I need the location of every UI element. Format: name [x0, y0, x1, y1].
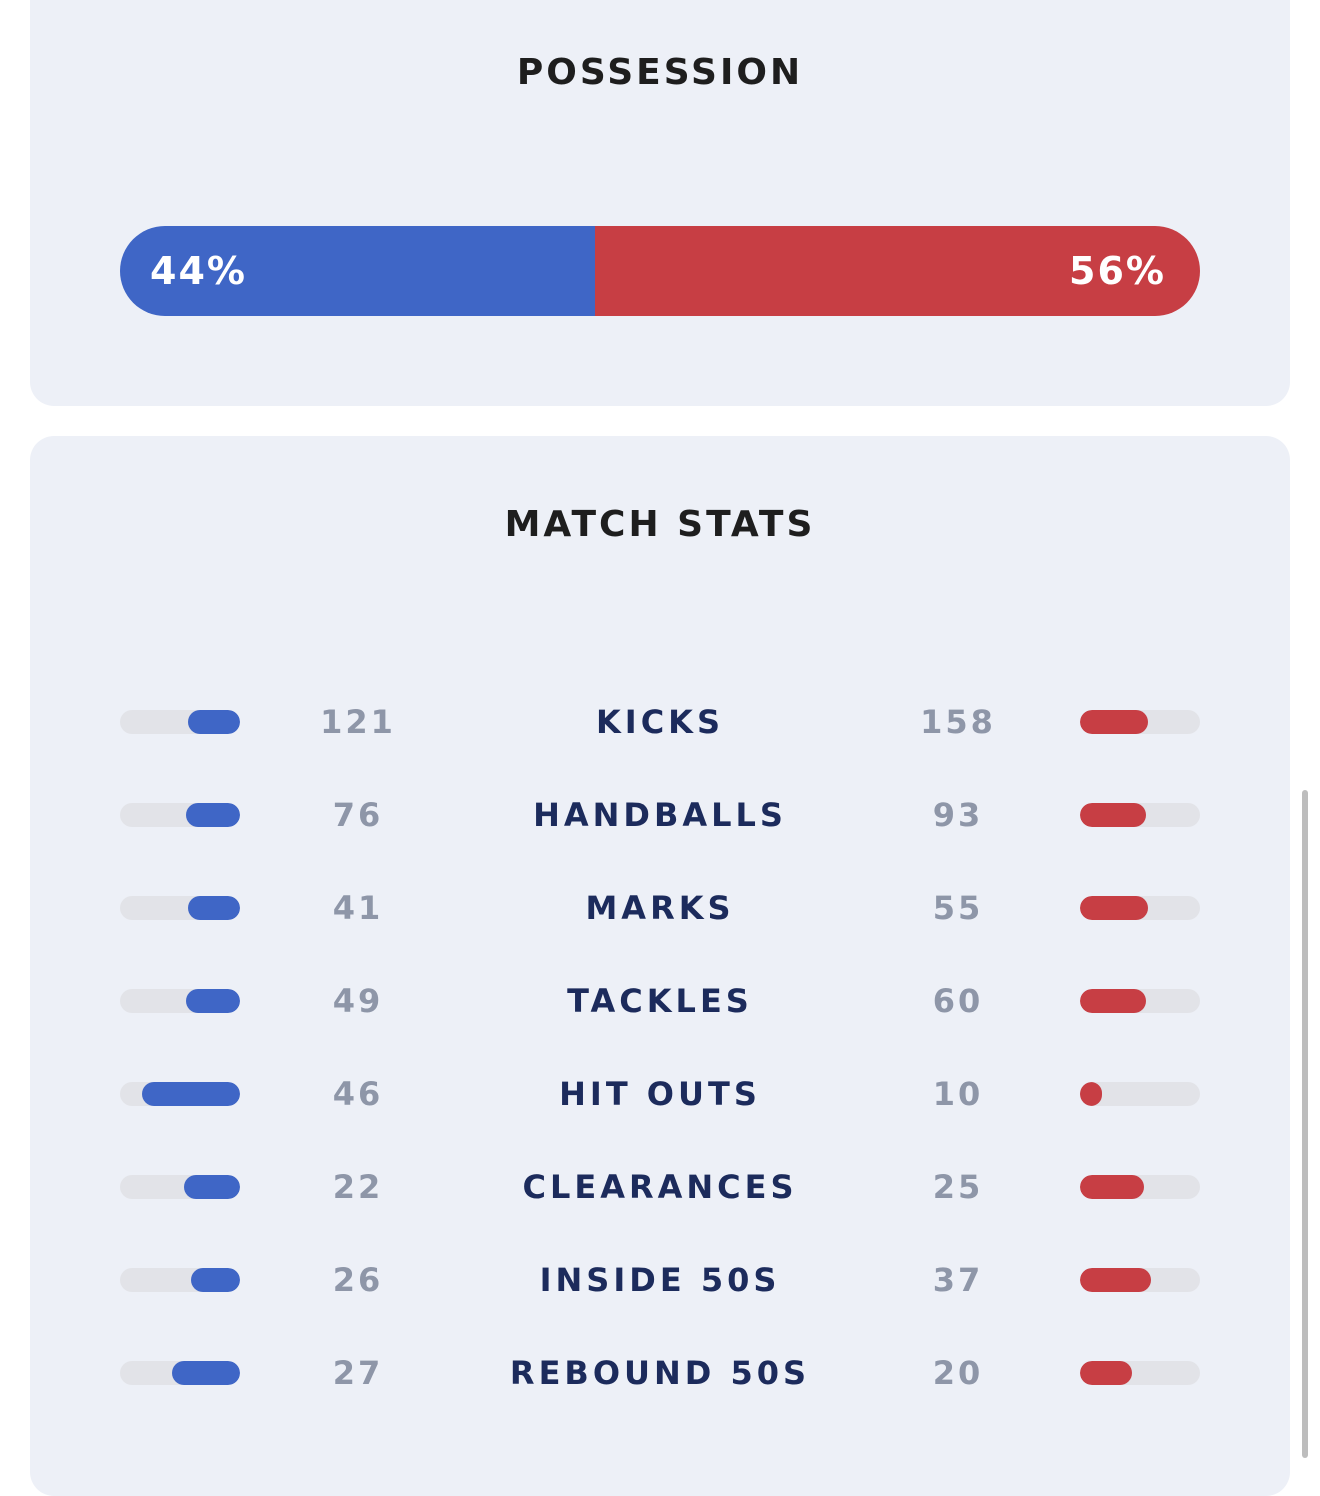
away-stat-bar: [1080, 896, 1200, 920]
home-stat-bar-fill: [190, 1268, 240, 1292]
home-stat-bar-fill: [171, 1361, 240, 1385]
home-stat-value: 22: [332, 1168, 384, 1206]
home-stat-value: 49: [332, 982, 384, 1020]
stat-label: MARKS: [585, 889, 735, 927]
home-stat-value: 26: [332, 1261, 384, 1299]
stat-row: 121 KICKS 158: [30, 692, 1290, 752]
away-stat-bar-fill: [1080, 1175, 1144, 1199]
home-stat-bar: [120, 710, 240, 734]
stat-row: 49 TACKLES 60: [30, 971, 1290, 1031]
stat-label: KICKS: [595, 703, 725, 741]
match-stats-title: MATCH STATS: [504, 504, 816, 545]
home-stat-bar-fill: [188, 710, 240, 734]
home-stat-bar-fill: [186, 803, 240, 827]
home-stat-value: 41: [332, 889, 384, 927]
home-stat-value: 27: [332, 1354, 384, 1392]
stat-label: HIT OUTS: [559, 1075, 761, 1113]
away-stat-value: 10: [932, 1075, 984, 1113]
stat-row: 76 HANDBALLS 93: [30, 785, 1290, 845]
stat-label: INSIDE 50S: [539, 1261, 781, 1299]
away-stat-bar-fill: [1080, 1082, 1102, 1106]
stat-row: 46 HIT OUTS 10: [30, 1064, 1290, 1124]
home-stat-value: 76: [332, 796, 384, 834]
away-stat-bar-fill: [1080, 803, 1146, 827]
stat-label: TACKLES: [567, 982, 753, 1020]
home-stat-value: 121: [320, 703, 396, 741]
away-stat-bar: [1080, 710, 1200, 734]
away-stat-bar-fill: [1080, 1268, 1151, 1292]
home-stat-bar: [120, 1268, 240, 1292]
possession-home-label: 44%: [150, 249, 247, 293]
home-stat-bar: [120, 896, 240, 920]
away-stat-bar-fill: [1080, 896, 1149, 920]
possession-title: POSSESSION: [516, 52, 804, 93]
away-stat-value: 20: [932, 1354, 984, 1392]
away-stat-bar-fill: [1080, 1361, 1132, 1385]
away-stat-bar: [1080, 1175, 1200, 1199]
stat-label: REBOUND 50S: [509, 1354, 811, 1392]
possession-away-segment: 56%: [595, 226, 1200, 316]
away-stat-bar: [1080, 803, 1200, 827]
away-stat-value: 37: [932, 1261, 984, 1299]
away-stat-value: 55: [932, 889, 984, 927]
away-stat-bar: [1080, 1268, 1200, 1292]
away-stat-bar-fill: [1080, 989, 1146, 1013]
home-stat-bar-fill: [183, 1175, 240, 1199]
away-stat-bar: [1080, 1361, 1200, 1385]
stat-row: 27 REBOUND 50S 20: [30, 1343, 1290, 1403]
stat-row: 26 INSIDE 50S 37: [30, 1250, 1290, 1310]
away-stat-bar-fill: [1080, 710, 1149, 734]
away-stat-value: 93: [932, 796, 984, 834]
stat-label: HANDBALLS: [533, 796, 787, 834]
away-stat-value: 25: [932, 1168, 984, 1206]
possession-bar: 44% 56%: [120, 226, 1200, 316]
stat-label: CLEARANCES: [522, 1168, 798, 1206]
possession-home-segment: 44%: [120, 226, 596, 316]
home-stat-bar-fill: [188, 896, 240, 920]
home-stat-bar-fill: [141, 1082, 240, 1106]
possession-away-label: 56%: [1069, 249, 1166, 293]
away-stat-bar: [1080, 989, 1200, 1013]
home-stat-value: 46: [332, 1075, 384, 1113]
scrollbar[interactable]: [1302, 790, 1308, 1458]
away-stat-bar: [1080, 1082, 1200, 1106]
home-stat-bar: [120, 1175, 240, 1199]
away-stat-value: 158: [920, 703, 996, 741]
home-stat-bar: [120, 989, 240, 1013]
home-stat-bar-fill: [186, 989, 240, 1013]
stat-row: 41 MARKS 55: [30, 878, 1290, 938]
match-stats-card: MATCH STATS 121 KICKS 158 76 HANDBALLS 93 41 MA…: [30, 436, 1290, 1496]
possession-card: POSSESSION 44% 56%: [30, 0, 1290, 406]
stat-row: 22 CLEARANCES 25: [30, 1157, 1290, 1217]
away-stat-value: 60: [932, 982, 984, 1020]
home-stat-bar: [120, 1361, 240, 1385]
home-stat-bar: [120, 1082, 240, 1106]
home-stat-bar: [120, 803, 240, 827]
